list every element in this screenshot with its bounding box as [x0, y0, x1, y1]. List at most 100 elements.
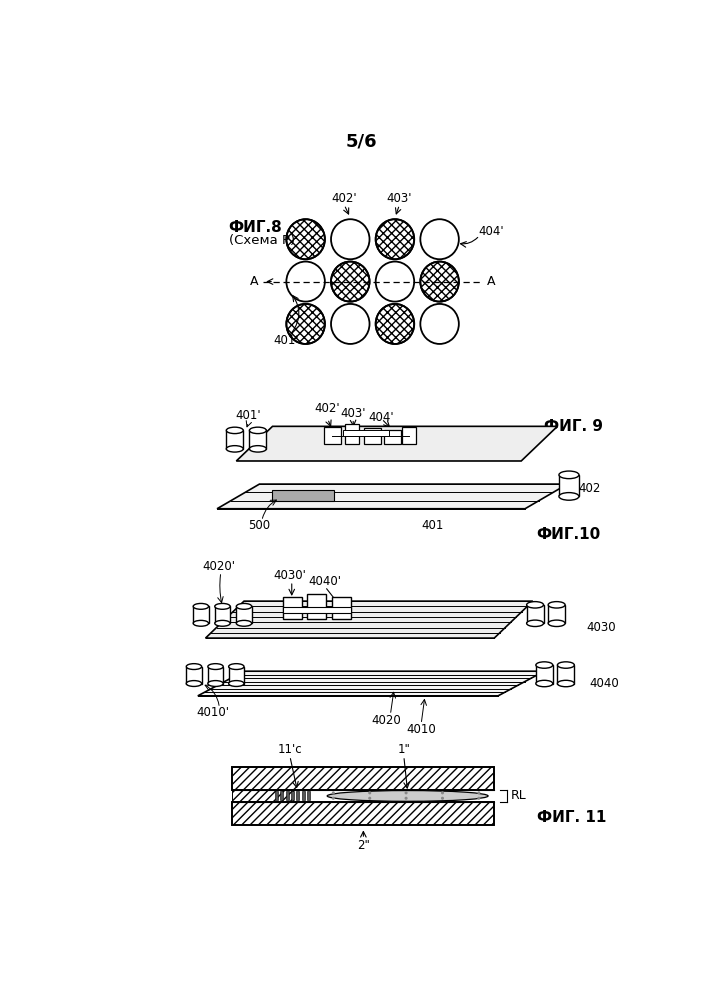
Text: 402': 402' — [315, 403, 340, 416]
Circle shape — [477, 797, 480, 800]
Bar — [291, 790, 294, 800]
Bar — [229, 666, 244, 683]
Bar — [280, 790, 283, 800]
Ellipse shape — [186, 663, 202, 669]
Ellipse shape — [558, 661, 575, 668]
Bar — [272, 490, 334, 500]
Ellipse shape — [215, 603, 230, 609]
Bar — [186, 666, 202, 683]
Bar — [332, 597, 351, 618]
Circle shape — [332, 791, 335, 794]
Bar — [307, 594, 326, 618]
Text: ФИГ. 11: ФИГ. 11 — [537, 810, 606, 825]
Ellipse shape — [331, 262, 369, 302]
Circle shape — [405, 791, 407, 794]
Bar — [307, 790, 310, 800]
Bar — [548, 604, 565, 623]
Ellipse shape — [559, 472, 579, 479]
Ellipse shape — [559, 493, 579, 500]
Text: ФИГ.8: ФИГ.8 — [229, 220, 282, 235]
Polygon shape — [237, 427, 558, 461]
Ellipse shape — [548, 601, 565, 608]
Bar — [249, 431, 266, 449]
Ellipse shape — [208, 680, 223, 686]
Text: ФИГ. 9: ФИГ. 9 — [544, 419, 604, 434]
Ellipse shape — [229, 680, 244, 686]
Circle shape — [477, 791, 480, 794]
Polygon shape — [198, 671, 544, 696]
Ellipse shape — [227, 428, 244, 434]
Text: 1": 1" — [397, 743, 410, 756]
Text: 4010': 4010' — [197, 706, 229, 719]
Bar — [193, 606, 208, 623]
Ellipse shape — [227, 446, 244, 453]
Bar — [324, 427, 341, 444]
Text: 401: 401 — [421, 519, 444, 532]
Text: 4040: 4040 — [589, 677, 618, 690]
Text: 4020': 4020' — [202, 560, 235, 573]
Bar — [559, 475, 579, 497]
Bar — [237, 606, 252, 623]
Bar — [232, 790, 292, 802]
Bar — [282, 597, 301, 618]
Text: 4030': 4030' — [274, 569, 306, 582]
Bar — [215, 606, 230, 623]
Bar — [343, 430, 389, 436]
Bar — [301, 790, 305, 800]
Text: A: A — [250, 275, 258, 288]
Text: 4040': 4040' — [309, 575, 342, 588]
Text: ФИГ.10: ФИГ.10 — [537, 526, 601, 541]
Polygon shape — [205, 601, 533, 638]
Ellipse shape — [536, 661, 553, 668]
Ellipse shape — [527, 620, 544, 626]
Circle shape — [368, 797, 371, 800]
Ellipse shape — [536, 680, 553, 686]
Ellipse shape — [229, 663, 244, 669]
Bar — [282, 606, 351, 612]
Ellipse shape — [327, 790, 488, 801]
Text: 2": 2" — [357, 839, 370, 852]
Text: 500: 500 — [249, 519, 270, 532]
Ellipse shape — [287, 262, 325, 302]
Ellipse shape — [420, 262, 459, 302]
Ellipse shape — [376, 219, 414, 260]
Ellipse shape — [376, 262, 414, 302]
Bar — [297, 790, 299, 800]
Text: 402: 402 — [578, 483, 601, 496]
Text: 404': 404' — [478, 225, 503, 238]
Ellipse shape — [420, 304, 459, 344]
Text: 401': 401' — [235, 409, 261, 422]
Bar — [402, 427, 416, 444]
Ellipse shape — [420, 219, 459, 260]
Text: 4020: 4020 — [371, 714, 401, 727]
Bar — [227, 431, 244, 449]
Ellipse shape — [193, 603, 208, 609]
Bar — [527, 604, 544, 623]
Bar — [232, 802, 494, 825]
Ellipse shape — [558, 680, 575, 686]
Bar — [232, 766, 494, 790]
Circle shape — [441, 797, 444, 800]
Ellipse shape — [527, 601, 544, 608]
Ellipse shape — [249, 428, 266, 434]
Bar — [536, 665, 553, 683]
Ellipse shape — [249, 446, 266, 453]
Text: 4030: 4030 — [587, 620, 616, 633]
Bar — [232, 766, 494, 790]
Circle shape — [405, 797, 407, 800]
Circle shape — [368, 791, 371, 794]
Ellipse shape — [331, 219, 369, 260]
Ellipse shape — [237, 620, 252, 626]
Bar — [275, 790, 278, 800]
Text: 403': 403' — [340, 407, 366, 420]
Ellipse shape — [186, 680, 202, 686]
Ellipse shape — [376, 304, 414, 344]
Text: 5/6: 5/6 — [346, 133, 378, 151]
Bar — [345, 424, 359, 444]
Text: RL: RL — [511, 789, 527, 802]
Bar — [232, 802, 494, 825]
Circle shape — [441, 791, 444, 794]
Ellipse shape — [237, 603, 252, 609]
Text: 4010: 4010 — [406, 723, 436, 736]
Ellipse shape — [208, 663, 223, 669]
